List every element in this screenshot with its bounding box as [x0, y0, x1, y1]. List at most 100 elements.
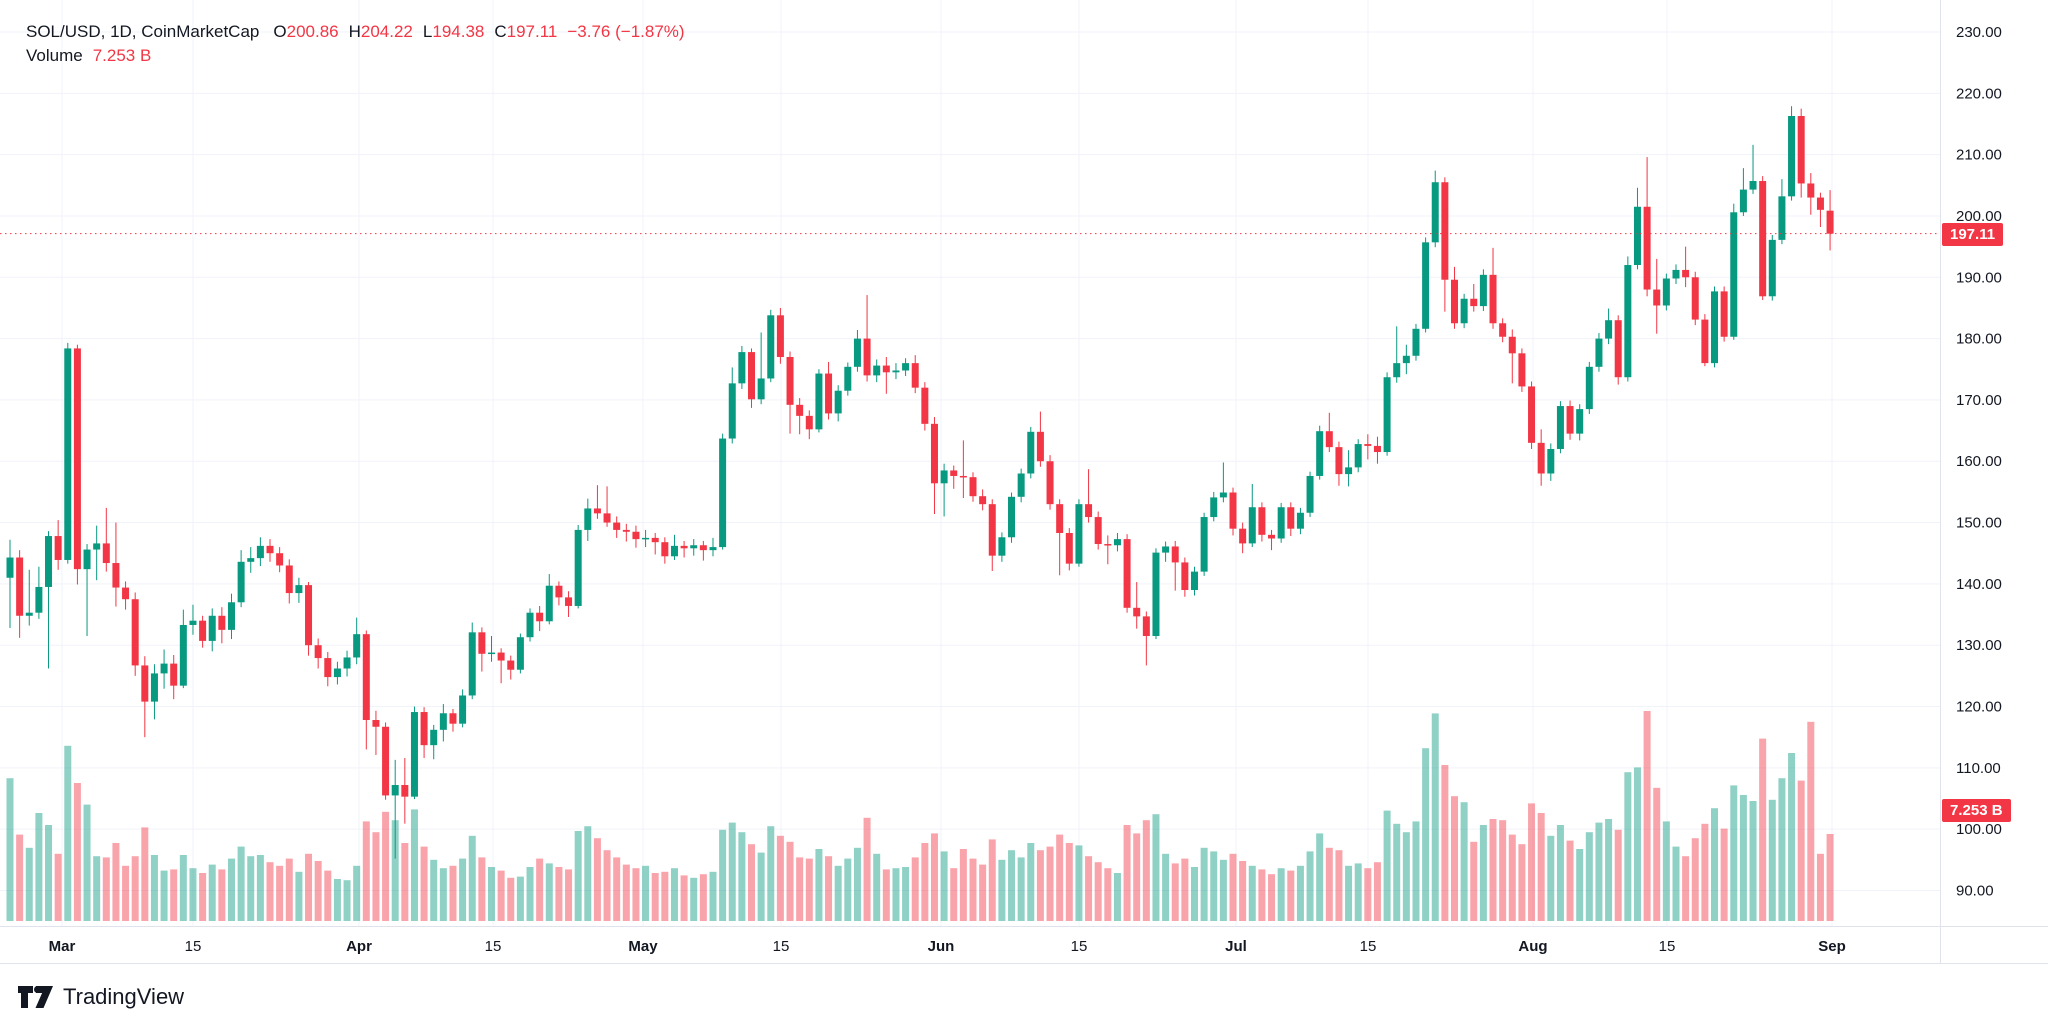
- volume-bar: [1431, 713, 1439, 921]
- time-tick-label[interactable]: 15: [485, 938, 502, 955]
- candle-wick: [1752, 144, 1754, 194]
- volume-bar: [661, 871, 669, 921]
- price-tick-label[interactable]: 160.00: [1956, 453, 2002, 470]
- candle-wick: [86, 544, 88, 637]
- candle-body: [1248, 507, 1256, 544]
- candle-body: [892, 370, 900, 373]
- time-tick-label[interactable]: 15: [185, 938, 202, 955]
- volume-bar: [305, 853, 313, 921]
- candle-body: [179, 624, 187, 686]
- candle-body: [796, 404, 804, 416]
- price-tick-label[interactable]: 170.00: [1956, 392, 2002, 409]
- candle-body: [1759, 181, 1767, 297]
- volume-bar: [488, 867, 495, 921]
- candle-body: [1691, 277, 1699, 320]
- volume-bar: [930, 833, 938, 921]
- price-tick-label[interactable]: 110.00: [1956, 760, 2001, 777]
- time-tick-label[interactable]: May: [628, 938, 658, 955]
- candle-body: [1123, 539, 1131, 608]
- volume-bar: [295, 871, 303, 921]
- legend-volume-row[interactable]: Volume 7.253 B: [26, 44, 685, 68]
- volume-bar: [593, 838, 601, 921]
- price-tick-label[interactable]: 230.00: [1956, 24, 2002, 41]
- price-tick-label[interactable]: 180.00: [1956, 331, 2002, 348]
- open-value: 200.86: [286, 22, 339, 41]
- volume-bar: [1479, 825, 1487, 921]
- tradingview-logo-icon: [18, 986, 53, 1008]
- price-tick-label[interactable]: 100.00: [1956, 821, 2002, 838]
- time-tick-label[interactable]: Apr: [346, 938, 372, 955]
- candle-body: [362, 634, 370, 721]
- volume-bar: [1508, 834, 1516, 921]
- price-tick-label[interactable]: 140.00: [1956, 576, 2002, 593]
- candle-body: [401, 785, 409, 797]
- time-tick-label[interactable]: Aug: [1518, 938, 1547, 955]
- volume-bar: [73, 783, 81, 921]
- volume-bar: [1605, 819, 1613, 921]
- volume-bar: [372, 832, 380, 921]
- volume-bar: [1778, 778, 1786, 921]
- volume-bar: [1556, 825, 1564, 921]
- candle-body: [1431, 182, 1439, 243]
- time-tick-label[interactable]: Mar: [49, 938, 76, 955]
- price-tick-label[interactable]: 210.00: [1956, 147, 2002, 164]
- candle-body: [102, 543, 110, 564]
- price-tick-label[interactable]: 200.00: [1956, 208, 2002, 225]
- candle-body: [1489, 274, 1497, 324]
- time-tick-label[interactable]: Sep: [1818, 938, 1846, 955]
- candle-body: [642, 537, 650, 540]
- volume-bar: [834, 865, 842, 921]
- volume-bar: [362, 821, 370, 921]
- candle-body: [1402, 355, 1410, 364]
- candle-body: [1056, 504, 1064, 533]
- time-tick-label[interactable]: 15: [773, 938, 790, 955]
- volume-bar: [1219, 859, 1227, 921]
- candle-wick: [1174, 540, 1176, 591]
- volume-bar: [584, 826, 592, 921]
- candle-wick: [105, 507, 107, 572]
- candle-body: [160, 663, 168, 674]
- candle-body: [670, 545, 678, 557]
- candle-body: [1643, 206, 1651, 290]
- candle-body: [979, 496, 987, 505]
- volume-bar: [1749, 801, 1757, 921]
- time-tick-label[interactable]: Jul: [1225, 938, 1247, 955]
- price-tick-label[interactable]: 90.00: [1956, 882, 1994, 899]
- candle-wick: [1367, 434, 1369, 460]
- candle-body: [526, 612, 534, 638]
- candle-wick: [866, 295, 868, 382]
- price-tick-label[interactable]: 130.00: [1956, 637, 2002, 654]
- volume-bar: [1518, 844, 1526, 921]
- price-tick-label[interactable]: 120.00: [1956, 699, 2002, 716]
- candle-wick: [9, 539, 11, 629]
- volume-bar: [1730, 785, 1738, 921]
- volume-bar: [1788, 753, 1796, 921]
- candle-wick: [1396, 326, 1398, 383]
- time-tick-label[interactable]: 15: [1659, 938, 1676, 955]
- candle-body: [1008, 496, 1016, 538]
- volume-bar: [1633, 767, 1641, 921]
- time-tick-label[interactable]: 15: [1071, 938, 1088, 955]
- legend-symbol-row[interactable]: SOL/USD, 1D, CoinMarketCap O 200.86 H 20…: [26, 20, 685, 44]
- time-tick-label[interactable]: 15: [1360, 938, 1377, 955]
- last-volume-badge: 7.253 B: [1942, 799, 2011, 822]
- tradingview-logo[interactable]: TradingView: [18, 984, 184, 1010]
- price-tick-label[interactable]: 190.00: [1956, 269, 2002, 286]
- volume-bar: [1094, 862, 1102, 921]
- candle-body: [353, 634, 361, 658]
- candle-body: [1171, 546, 1179, 563]
- candle-body: [574, 529, 582, 606]
- price-tick-label[interactable]: 220.00: [1956, 85, 2002, 102]
- volume-bar: [805, 858, 813, 921]
- volume-bar: [815, 849, 823, 921]
- candle-wick: [1145, 611, 1147, 666]
- price-tick-label[interactable]: 150.00: [1956, 515, 2002, 532]
- symbol-title[interactable]: SOL/USD, 1D, CoinMarketCap: [26, 22, 260, 41]
- volume-bar: [632, 868, 640, 921]
- time-tick-label[interactable]: Jun: [928, 938, 955, 955]
- candle-body: [1133, 607, 1141, 617]
- volume-bar: [314, 861, 322, 921]
- candle-body: [285, 565, 293, 594]
